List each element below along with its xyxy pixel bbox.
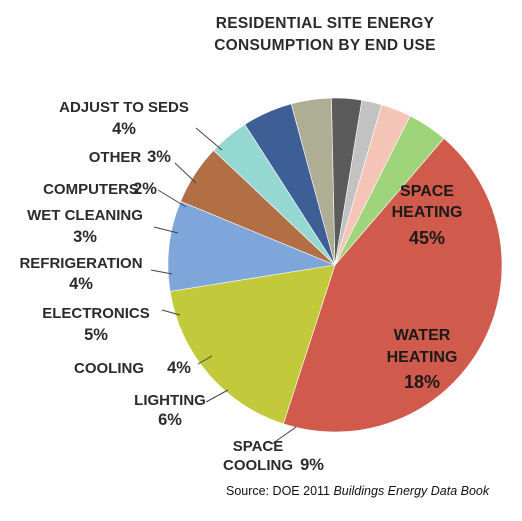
slice-labels: SPACE HEATING 45% WATER HEATING 18% SPACE COOLI… <box>19 99 462 474</box>
pie-slice-adjust-to-seds <box>334 115 445 266</box>
slice-label-cooling-line-1: COOLING <box>74 360 144 377</box>
slice-value-wet-cleaning: 3% <box>73 228 97 246</box>
leader-line-other <box>174 162 197 184</box>
slice-value-lighting: 6% <box>158 411 182 429</box>
slice-label-wet-cleaning-line-1: WET CLEANING <box>27 207 143 224</box>
slice-value-space-heating: 45% <box>409 228 445 248</box>
leader-line-refrigeration <box>150 269 173 275</box>
leader-line-lighting <box>205 389 229 403</box>
leader-line-electronics <box>161 309 181 316</box>
leader-lines <box>150 127 297 445</box>
slice-label-space-heating-line-1: SPACE <box>400 183 454 200</box>
slice-value-space-cooling: 9% <box>300 456 324 474</box>
leader-line-wet-cleaning <box>153 226 179 234</box>
slice-value-cooling: 4% <box>167 359 191 377</box>
slice-label-other-line-1: OTHER <box>89 149 142 166</box>
slice-value-electronics: 5% <box>84 326 108 344</box>
slice-label-refrigeration-line-1: REFRIGERATION <box>19 255 142 272</box>
leader-line-space-cooling <box>271 426 297 445</box>
leader-line-adjust-to-seds <box>195 127 223 151</box>
pie-slice-space-heating <box>283 138 503 433</box>
leader-line-cooling <box>197 355 213 365</box>
slice-label-lighting-line-1: LIGHTING <box>134 392 206 409</box>
source-note: Source: DOE 2011 Buildings Energy Data B… <box>226 484 489 498</box>
slice-value-refrigeration: 4% <box>69 275 93 293</box>
chart-title-line-2: CONSUMPTION BY END USE <box>214 37 436 54</box>
pie-slice-water-heating <box>169 264 336 425</box>
slice-label-space-cooling-line-2: COOLING <box>223 457 293 474</box>
chart-title: RESIDENTIAL SITE ENERGY CONSUMPTION BY E… <box>214 15 436 54</box>
slice-label-adjust-to-seds-line-1: ADJUST TO SEDS <box>59 99 189 116</box>
slice-label-electronics-line-1: ELECTRONICS <box>42 305 150 322</box>
pie-slices <box>167 97 503 433</box>
slice-value-water-heating: 18% <box>404 372 440 392</box>
slice-label-water-heating-line-1: WATER <box>394 327 451 344</box>
slice-label-space-cooling-line-1: SPACE <box>233 438 284 455</box>
chart-title-line-1: RESIDENTIAL SITE ENERGY <box>216 15 435 32</box>
slice-label-computers-line-1: COMPUTERS <box>43 181 139 198</box>
leader-line-computers <box>157 189 187 208</box>
slice-value-computers: 2% <box>133 180 157 198</box>
source-prefix: Source: DOE 2011 <box>226 484 334 498</box>
slice-value-other: 3% <box>147 148 171 166</box>
slice-label-space-heating-line-2: HEATING <box>392 204 463 221</box>
slice-value-adjust-to-seds: 4% <box>112 120 136 138</box>
slice-label-water-heating-line-2: HEATING <box>387 349 458 366</box>
source-title: Buildings Energy Data Book <box>333 484 490 498</box>
